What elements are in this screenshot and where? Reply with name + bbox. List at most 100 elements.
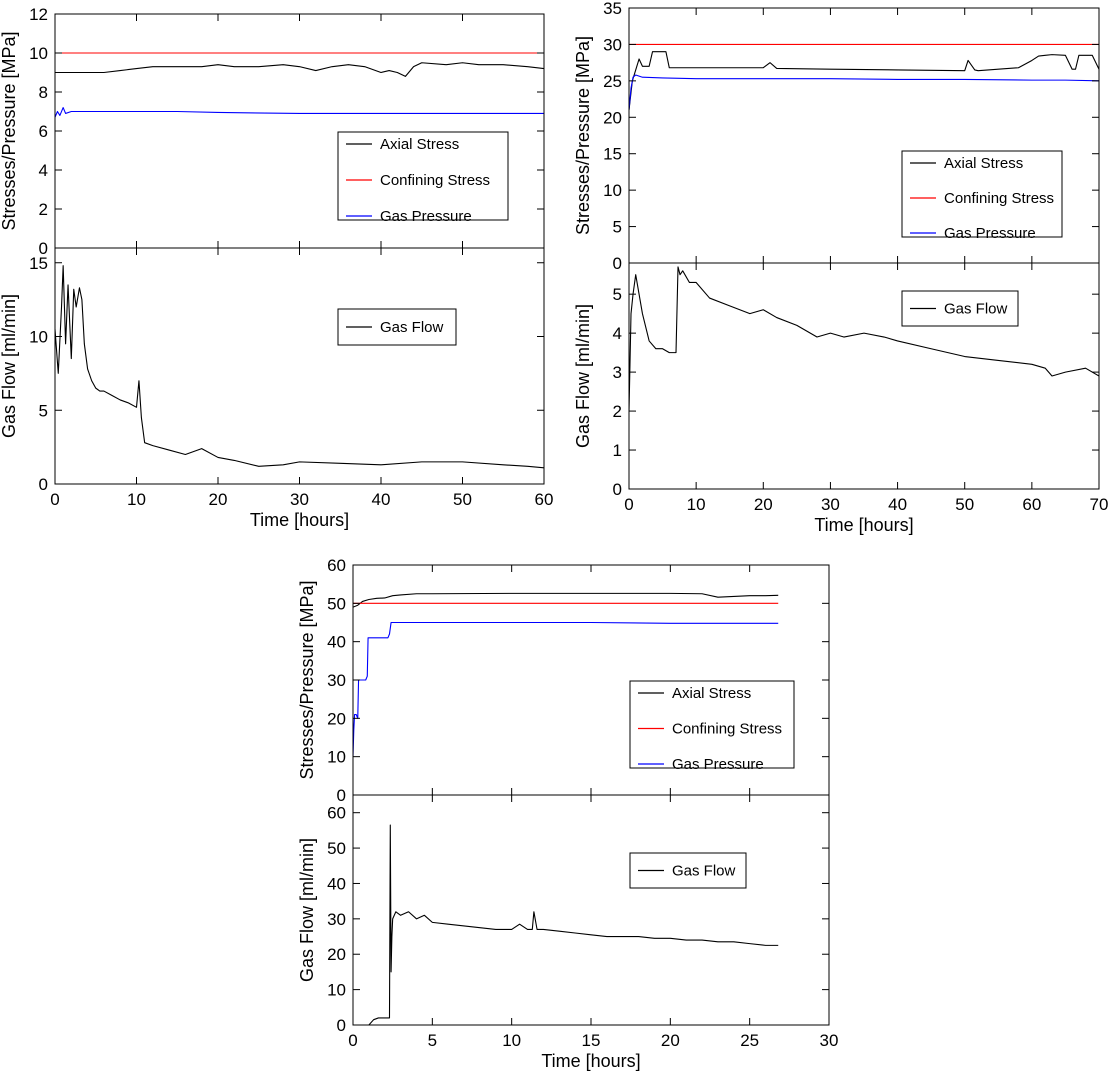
y-tick-label: 10 <box>327 981 346 1000</box>
y-tick-label: 20 <box>327 709 346 728</box>
x-tick-label: 0 <box>50 490 59 509</box>
y-tick-label: 3 <box>613 363 622 382</box>
y-axis-title: Stresses/Pressure [MPa] <box>297 580 317 779</box>
chart-panel-top-right-upper: 0 5 10 15 20 25 30 35 Stresses/Pressure [MPa] Axi… <box>573 0 1100 273</box>
y-tick-label: 50 <box>327 839 346 858</box>
legend-label: Axial Stress <box>380 136 459 153</box>
y-tick-label: 2 <box>613 402 622 421</box>
y-tick-label: 30 <box>327 910 346 929</box>
series-line-gas-pressure <box>629 74 1099 111</box>
y-tick-label: 25 <box>603 72 622 91</box>
y-tick-label: 0 <box>39 475 48 494</box>
legend-label: Gas Flow <box>944 301 1008 318</box>
y-tick-label: 40 <box>327 874 346 893</box>
legend: Gas Flow <box>629 852 747 889</box>
y-tick-label: 15 <box>29 254 48 273</box>
x-tick-label: 60 <box>1022 495 1041 514</box>
x-tick-label: 5 <box>428 1031 437 1050</box>
y-axis-title: Stresses/Pressure [MPa] <box>0 31 19 230</box>
series-line-axial-stress <box>55 62 544 77</box>
y-tick-label: 0 <box>613 480 622 499</box>
x-tick-label: 40 <box>372 490 391 509</box>
chart-panel-top-left-upper: 0 2 4 6 8 10 12 Stresses/Pressure [MPa] Axial St… <box>0 5 545 258</box>
y-tick-label: 60 <box>327 556 346 575</box>
y-tick-label: 10 <box>29 44 48 63</box>
series-line-gas-pressure <box>353 621 779 757</box>
series-line-axial-stress <box>353 592 779 608</box>
legend: Axial Stress Confining Stress Gas Pressure <box>901 150 1063 242</box>
x-tick-label: 50 <box>453 490 472 509</box>
chart-panel-bottom-upper: 0 10 20 30 40 50 60 Stresses/Pressure [MPa] Axia… <box>297 556 830 805</box>
x-tick-label: 30 <box>821 495 840 514</box>
y-tick-label: 8 <box>39 83 48 102</box>
series-line-gas-pressure <box>55 107 544 118</box>
legend-label: Confining Stress <box>380 172 490 189</box>
y-tick-label: 6 <box>39 122 48 141</box>
y-axis-title: Gas Flow [ml/min] <box>297 838 317 982</box>
y-tick-label: 0 <box>39 239 48 258</box>
x-tick-label: 10 <box>127 490 146 509</box>
y-tick-label: 0 <box>613 254 622 273</box>
x-tick-label: 20 <box>209 490 228 509</box>
y-tick-label: 30 <box>327 671 346 690</box>
y-tick-label: 10 <box>603 181 622 200</box>
y-tick-label: 12 <box>29 5 48 24</box>
x-tick-label: 0 <box>624 495 633 514</box>
y-axis-title: Stresses/Pressure [MPa] <box>573 36 593 235</box>
y-tick-label: 60 <box>327 804 346 823</box>
x-tick-label: 50 <box>955 495 974 514</box>
y-tick-label: 0 <box>337 1016 346 1035</box>
x-tick-label: 40 <box>888 495 907 514</box>
x-tick-label: 10 <box>687 495 706 514</box>
x-tick-label: 15 <box>582 1031 601 1050</box>
series-line-axial-stress <box>629 51 1099 111</box>
legend-label: Axial Stress <box>944 155 1023 172</box>
legend-box <box>629 680 795 769</box>
x-tick-label: 60 <box>535 490 554 509</box>
series-line-gas-flow <box>629 266 1099 412</box>
plot-frame <box>352 794 830 1026</box>
y-tick-label: 4 <box>39 161 48 180</box>
legend-label: Confining Stress <box>944 190 1054 207</box>
chart-panel-top-right-lower: 0 10 20 30 40 50 60 70 0 1 2 3 4 5 Time [hours] Gas Flo… <box>573 262 1109 535</box>
x-tick-label: 10 <box>502 1031 521 1050</box>
plot-frame <box>54 247 545 485</box>
y-tick-label: 15 <box>603 145 622 164</box>
legend: Axial Stress Confining Stress Gas Pressure <box>629 680 795 773</box>
y-tick-label: 50 <box>327 594 346 613</box>
series-line-gas-flow <box>55 265 544 469</box>
x-tick-label: 70 <box>1090 495 1109 514</box>
y-tick-label: 20 <box>327 945 346 964</box>
x-tick-label: 25 <box>740 1031 759 1050</box>
series-line-gas-flow <box>353 824 779 1025</box>
y-tick-label: 10 <box>29 328 48 347</box>
x-axis-title: Time [hours] <box>541 1051 640 1071</box>
plot-frame <box>628 262 1100 490</box>
legend-box <box>337 131 509 221</box>
y-tick-label: 0 <box>337 786 346 805</box>
legend: Axial Stress Confining Stress Gas Pressure <box>337 131 509 225</box>
y-tick-label: 2 <box>39 200 48 219</box>
x-tick-label: 20 <box>661 1031 680 1050</box>
legend-label: Confining Stress <box>672 721 782 738</box>
chart-panel-bottom-lower: 0 5 10 15 20 25 30 0 10 20 30 40 50 60 Time [hours] Gas… <box>297 794 838 1071</box>
y-tick-label: 10 <box>327 748 346 767</box>
x-tick-label: 0 <box>348 1031 357 1050</box>
y-tick-label: 5 <box>613 218 622 237</box>
y-tick-label: 35 <box>603 0 622 18</box>
y-tick-label: 30 <box>603 35 622 54</box>
x-axis-title: Time [hours] <box>250 510 349 530</box>
x-tick-label: 20 <box>754 495 773 514</box>
y-axis-title: Gas Flow [ml/min] <box>573 304 593 448</box>
legend-label: Gas Pressure <box>944 225 1036 242</box>
y-axis-title: Gas Flow [ml/min] <box>0 294 19 438</box>
y-tick-label: 5 <box>613 285 622 304</box>
y-tick-label: 1 <box>613 441 622 460</box>
x-tick-label: 30 <box>290 490 309 509</box>
legend-box <box>901 150 1063 238</box>
legend: Gas Flow <box>337 308 457 346</box>
y-tick-label: 40 <box>327 633 346 652</box>
legend: Gas Flow <box>901 290 1019 327</box>
y-tick-label: 20 <box>603 108 622 127</box>
